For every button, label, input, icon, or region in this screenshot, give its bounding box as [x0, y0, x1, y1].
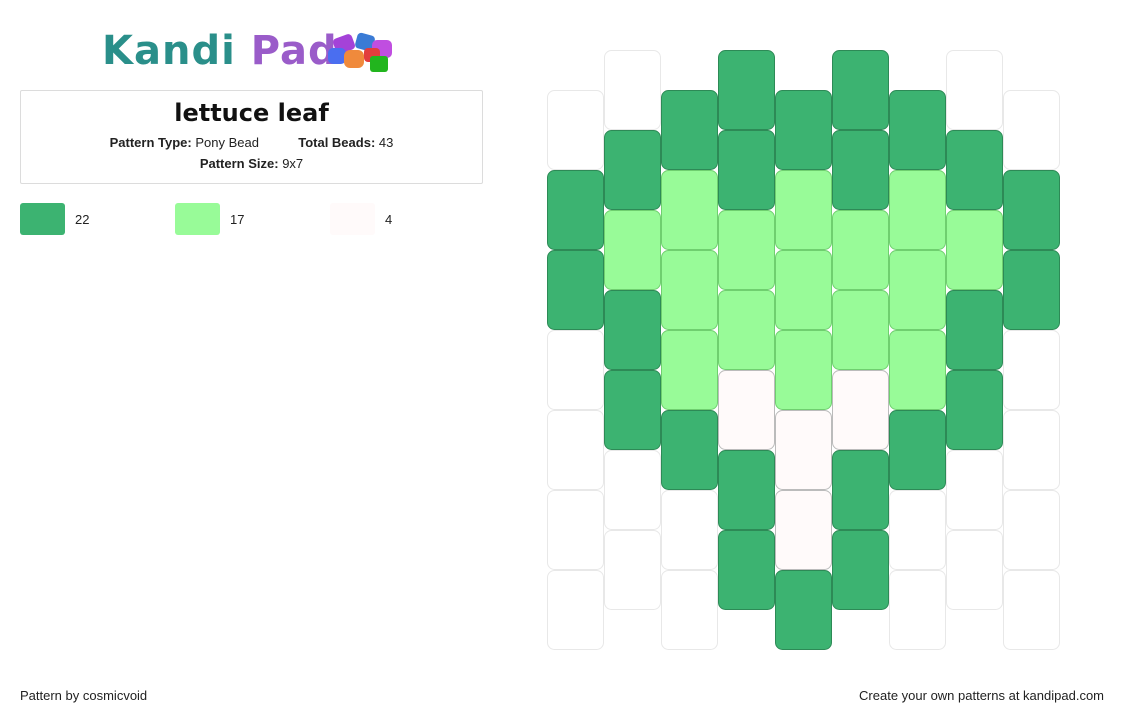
dark-green-bead — [946, 290, 1003, 370]
pattern-type-value: Pony Bead — [195, 135, 259, 150]
light-green-bead — [718, 210, 775, 290]
dark-green-bead — [775, 570, 832, 650]
legend-count-dark-green: 22 — [75, 212, 90, 227]
dark-green-bead — [547, 170, 604, 250]
dark-green-bead — [832, 50, 889, 130]
light-green-bead — [604, 210, 661, 290]
empty-bead-slot — [547, 490, 604, 570]
light-green-bead — [661, 170, 718, 250]
dark-green-bead — [661, 410, 718, 490]
dark-green-bead — [604, 290, 661, 370]
light-green-bead — [832, 290, 889, 370]
total-beads-label: Total Beads: — [298, 135, 376, 150]
light-green-bead — [832, 210, 889, 290]
total-beads-value: 43 — [378, 135, 394, 150]
light-green-bead — [718, 290, 775, 370]
pattern-meta-row: Pattern Type: Pony Bead Total Beads: 43 — [21, 135, 482, 150]
empty-bead-slot — [661, 490, 718, 570]
dark-green-bead — [1003, 250, 1060, 330]
dark-green-bead — [946, 130, 1003, 210]
dark-green-bead — [718, 530, 775, 610]
light-green-bead — [946, 210, 1003, 290]
bead-pattern-grid — [547, 50, 1060, 650]
dark-green-bead — [889, 90, 946, 170]
legend-swatch-dark-green — [20, 203, 65, 235]
kandipad-link[interactable]: Create your own patterns at kandipad.com — [859, 688, 1104, 703]
legend-count-white: 4 — [385, 212, 393, 227]
dark-green-bead — [718, 50, 775, 130]
white-bead — [718, 370, 775, 450]
dark-green-bead — [946, 370, 1003, 450]
white-bead — [832, 370, 889, 450]
dark-green-bead — [547, 250, 604, 330]
empty-bead-slot — [604, 530, 661, 610]
dark-green-bead — [889, 410, 946, 490]
logo-word-pad: Pad — [250, 28, 338, 74]
dark-green-bead — [718, 450, 775, 530]
kandipad-logo[interactable]: Kandi Pad — [100, 26, 410, 76]
white-bead — [775, 410, 832, 490]
logo-word-kandi: Kandi — [102, 28, 236, 74]
logo-wordmark: Kandi Pad — [102, 28, 338, 74]
light-green-bead — [775, 170, 832, 250]
empty-bead-slot — [1003, 410, 1060, 490]
empty-bead-slot — [1003, 570, 1060, 650]
pattern-type-label: Pattern Type: — [109, 135, 192, 150]
legend-swatch-white — [330, 203, 375, 235]
light-green-bead — [661, 250, 718, 330]
empty-bead-slot — [547, 410, 604, 490]
empty-bead-slot — [889, 490, 946, 570]
light-green-bead — [889, 250, 946, 330]
pattern-info-box: lettuce leaf Pattern Type: Pony Bead Tot… — [20, 90, 483, 184]
bead-pile-icon — [328, 32, 392, 72]
dark-green-bead — [718, 130, 775, 210]
dark-green-bead — [604, 130, 661, 210]
pattern-size-label: Pattern Size: — [199, 156, 279, 171]
dark-green-bead — [1003, 170, 1060, 250]
pattern-author: Pattern by cosmicvoid — [20, 688, 148, 703]
pattern-size-row: Pattern Size: 9x7 — [21, 156, 482, 171]
pattern-title: lettuce leaf — [174, 99, 329, 127]
dark-green-bead — [775, 90, 832, 170]
pattern-size-value: 9x7 — [282, 156, 304, 171]
empty-bead-slot — [661, 570, 718, 650]
legend-count-light-green: 17 — [230, 212, 245, 227]
dark-green-bead — [832, 530, 889, 610]
light-green-bead — [775, 330, 832, 410]
empty-bead-slot — [1003, 490, 1060, 570]
empty-bead-slot — [1003, 330, 1060, 410]
empty-bead-slot — [547, 90, 604, 170]
dark-green-bead — [661, 90, 718, 170]
empty-bead-slot — [946, 50, 1003, 130]
light-green-bead — [889, 170, 946, 250]
empty-bead-slot — [547, 570, 604, 650]
empty-bead-slot — [604, 50, 661, 130]
dark-green-bead — [604, 370, 661, 450]
white-bead — [775, 490, 832, 570]
legend-swatch-light-green — [175, 203, 220, 235]
empty-bead-slot — [946, 530, 1003, 610]
empty-bead-slot — [1003, 90, 1060, 170]
light-green-bead — [661, 330, 718, 410]
empty-bead-slot — [889, 570, 946, 650]
dark-green-bead — [832, 130, 889, 210]
light-green-bead — [889, 330, 946, 410]
empty-bead-slot — [946, 450, 1003, 530]
empty-bead-slot — [604, 450, 661, 530]
light-green-bead — [775, 250, 832, 330]
empty-bead-slot — [547, 330, 604, 410]
dark-green-bead — [832, 450, 889, 530]
